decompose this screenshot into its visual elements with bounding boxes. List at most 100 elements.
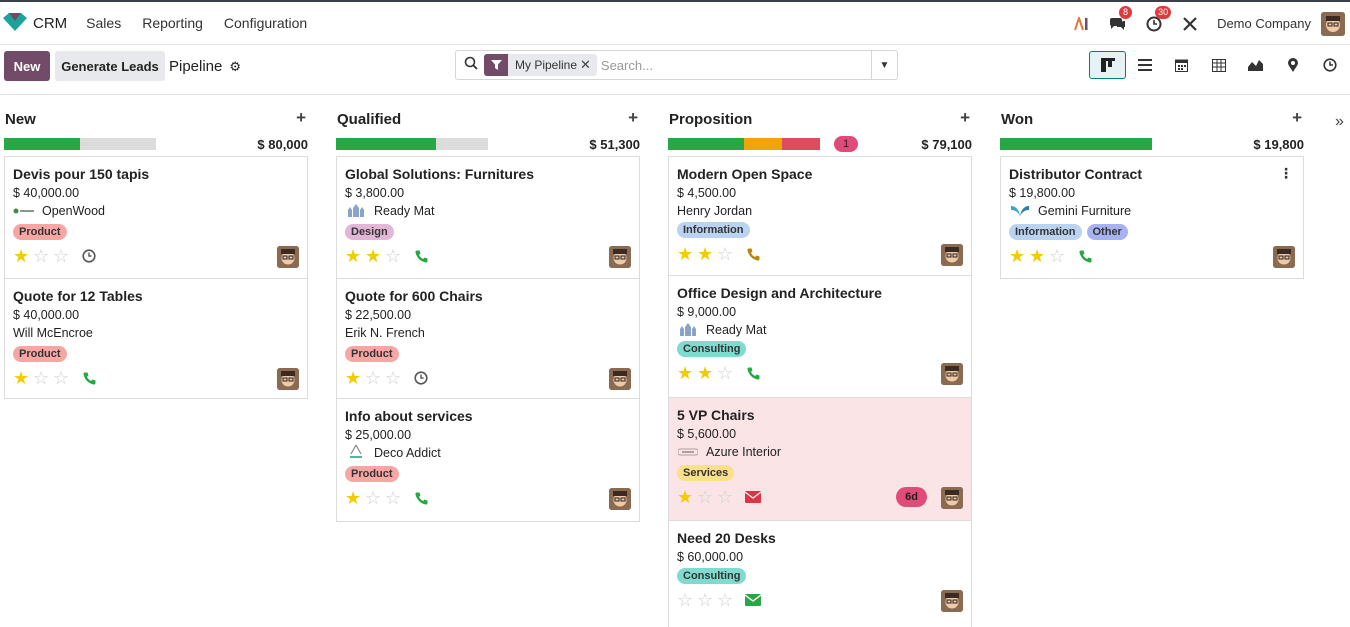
progress-green[interactable]: [668, 138, 744, 150]
star-icon[interactable]: ☆: [717, 487, 734, 507]
star-icon[interactable]: ☆: [53, 368, 70, 388]
user-avatar[interactable]: [1321, 11, 1345, 36]
generate-leads-button[interactable]: Generate Leads: [55, 51, 165, 81]
progress-bar[interactable]: [336, 138, 488, 150]
kanban-card[interactable]: Global Solutions: Furnitures $ 3,800.00 …: [336, 156, 640, 279]
progress-bar[interactable]: [668, 138, 820, 150]
star-icon[interactable]: ☆: [385, 246, 402, 266]
kanban-card[interactable]: 5 VP Chairs $ 5,600.00 Azure Interior Se…: [668, 398, 972, 521]
star-icon[interactable]: ☆: [697, 590, 714, 610]
clock-icon[interactable]: [413, 370, 429, 386]
phone-icon[interactable]: [745, 365, 761, 381]
search-input[interactable]: Search...: [600, 57, 653, 73]
add-icon[interactable]: +: [296, 108, 306, 127]
star-icon[interactable]: ★: [345, 368, 362, 388]
card-menu-icon[interactable]: ⋮: [1279, 165, 1293, 181]
menu-item-reporting[interactable]: Reporting: [142, 15, 203, 31]
column-title[interactable]: Won: [1001, 111, 1034, 128]
search-icon[interactable]: [464, 56, 480, 75]
avatar[interactable]: [609, 246, 631, 268]
star-icon[interactable]: ★: [1009, 246, 1026, 266]
gear-icon[interactable]: ⚙: [229, 58, 242, 74]
progress-green[interactable]: [1000, 138, 1152, 150]
star-icon[interactable]: ☆: [385, 488, 402, 508]
chevron-double-right-icon[interactable]: »: [1335, 113, 1344, 130]
star-icon[interactable]: ★: [13, 368, 30, 388]
star-icon[interactable]: ★: [1029, 246, 1046, 266]
phone-icon[interactable]: [413, 248, 429, 264]
priority-stars[interactable]: ★ ☆ ☆: [345, 489, 405, 507]
overdue-count-badge[interactable]: 1: [834, 136, 858, 152]
progress-green[interactable]: [4, 138, 80, 150]
column-title[interactable]: New: [5, 111, 36, 128]
star-icon[interactable]: ★: [677, 363, 694, 383]
star-icon[interactable]: ★: [677, 244, 694, 264]
star-icon[interactable]: ★: [697, 363, 714, 383]
add-icon[interactable]: +: [628, 108, 638, 127]
kanban-card[interactable]: Need 20 Desks $ 60,000.00 Consulting ☆ ☆ ☆: [668, 521, 972, 627]
avatar[interactable]: [1273, 246, 1295, 268]
menu-item-configuration[interactable]: Configuration: [223, 15, 308, 31]
column-title[interactable]: Qualified: [337, 111, 402, 128]
star-icon[interactable]: ☆: [385, 368, 402, 388]
priority-stars[interactable]: ★ ☆ ☆: [345, 369, 405, 387]
avatar[interactable]: [277, 246, 299, 268]
priority-stars[interactable]: ★ ☆ ☆: [677, 488, 737, 506]
phone-icon[interactable]: [413, 490, 429, 506]
kanban-card[interactable]: Quote for 12 Tables $ 40,000.00 Will McE…: [4, 279, 308, 399]
mail-icon[interactable]: [745, 592, 761, 608]
priority-stars[interactable]: ★ ☆ ☆: [13, 369, 73, 387]
star-icon[interactable]: ☆: [717, 590, 734, 610]
column-title[interactable]: Proposition: [669, 111, 753, 128]
facet-remove-icon[interactable]: ✕: [580, 57, 591, 72]
star-icon[interactable]: ☆: [717, 363, 734, 383]
search-options-toggle-icon[interactable]: ▼: [871, 51, 897, 79]
pivot-view-button[interactable]: [1200, 51, 1237, 79]
avatar[interactable]: [941, 244, 963, 266]
star-icon[interactable]: ★: [697, 244, 714, 264]
ai-icon[interactable]: [1073, 15, 1091, 33]
kanban-card[interactable]: ⋮ Distributor Contract $ 19,800.00 Gemin…: [1000, 156, 1304, 279]
progress-green[interactable]: [336, 138, 437, 150]
star-icon[interactable]: ☆: [33, 368, 50, 388]
add-icon[interactable]: +: [960, 108, 970, 127]
avatar[interactable]: [941, 590, 963, 612]
progress-red[interactable]: [782, 138, 820, 150]
star-icon[interactable]: ☆: [677, 590, 694, 610]
graph-view-button[interactable]: [1237, 51, 1274, 79]
star-icon[interactable]: ★: [677, 487, 694, 507]
activity-view-button[interactable]: [1311, 51, 1348, 79]
menu-item-sales[interactable]: Sales: [86, 15, 122, 31]
kanban-card[interactable]: Office Design and Architecture $ 9,000.0…: [668, 276, 972, 398]
list-view-button[interactable]: [1126, 51, 1163, 79]
avatar[interactable]: [941, 363, 963, 385]
avatar[interactable]: [277, 368, 299, 390]
mail-icon[interactable]: [745, 489, 761, 505]
kanban-view-button[interactable]: [1089, 51, 1126, 79]
calendar-view-button[interactable]: [1163, 51, 1200, 79]
new-button[interactable]: New: [4, 51, 50, 81]
star-icon[interactable]: ★: [345, 246, 362, 266]
star-icon[interactable]: ☆: [33, 246, 50, 266]
kanban-card[interactable]: Quote for 600 Chairs $ 22,500.00 Erik N.…: [336, 279, 640, 399]
phone-icon[interactable]: [745, 246, 761, 262]
star-icon[interactable]: ★: [365, 246, 382, 266]
phone-icon[interactable]: [81, 370, 97, 386]
clock-icon[interactable]: [81, 248, 97, 264]
activities-clock-icon[interactable]: 30: [1145, 5, 1172, 33]
phone-icon[interactable]: [1077, 248, 1093, 264]
avatar[interactable]: [609, 488, 631, 510]
star-icon[interactable]: ☆: [697, 487, 714, 507]
avatar[interactable]: [941, 487, 963, 509]
star-icon[interactable]: ☆: [365, 488, 382, 508]
kanban-card[interactable]: Info about services $ 25,000.00 Deco Add…: [336, 399, 640, 522]
add-icon[interactable]: +: [1292, 108, 1302, 127]
messages-icon[interactable]: 8: [1109, 5, 1133, 33]
kanban-card[interactable]: Modern Open Space $ 4,500.00 Henry Jorda…: [668, 156, 972, 276]
star-icon[interactable]: ☆: [1049, 246, 1066, 266]
star-icon[interactable]: ★: [345, 488, 362, 508]
progress-bar[interactable]: [1000, 138, 1152, 150]
progress-bar[interactable]: [4, 138, 156, 150]
priority-stars[interactable]: ★ ★ ☆: [677, 364, 737, 382]
priority-stars[interactable]: ★ ★ ☆: [1009, 247, 1069, 265]
